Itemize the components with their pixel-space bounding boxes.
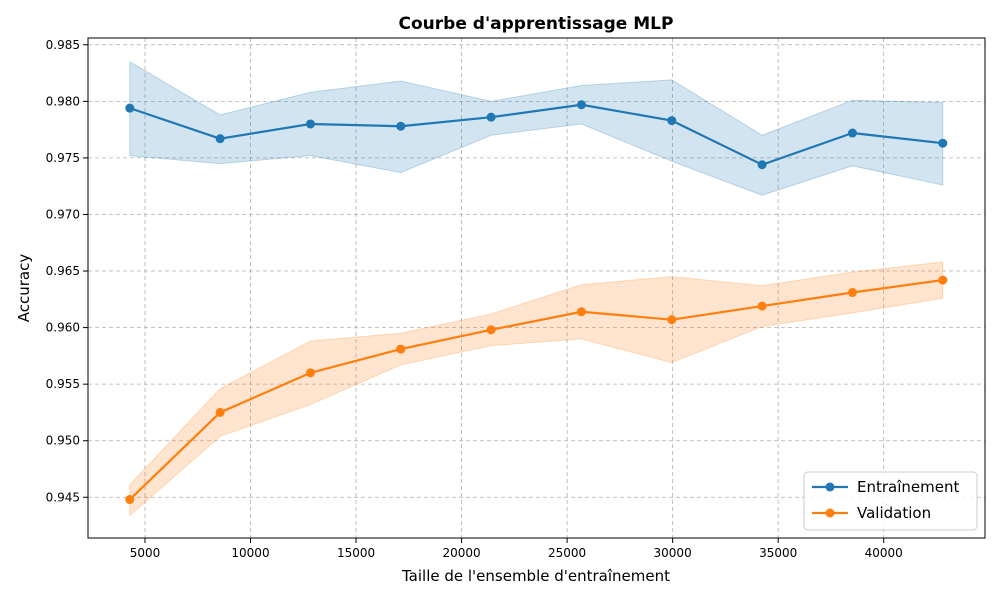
series-points [125,100,948,505]
data-point [667,315,677,325]
data-point [757,301,767,311]
data-point [305,368,315,378]
legend: Entraînement Validation [803,471,978,531]
confidence-band [129,261,944,517]
data-point [847,128,857,138]
data-point [125,495,135,505]
data-point [486,112,496,122]
data-point [576,307,586,317]
series-lines [129,103,943,501]
x-axis-label: Taille de l'ensemble d'entraînement [401,567,670,585]
y-axis-ticks: 0.945 0.950 0.955 0.960 0.965 0.970 0.975 0.980… [46,38,88,504]
data-point [215,407,225,417]
y-tick-label: 0.985 [46,38,80,52]
y-tick-label: 0.975 [46,151,80,165]
data-point [486,325,496,335]
series-line [129,278,943,501]
data-point [938,275,948,285]
x-tick-label: 25000 [548,546,586,560]
plot-area-frame [87,37,986,539]
x-axis-ticks: 5000 10000 15000 20000 25000 30000 35000 40000 [130,538,903,560]
y-tick-label: 0.965 [46,264,80,278]
x-tick-label: 40000 [865,546,903,560]
x-tick-label: 15000 [337,546,375,560]
x-tick-label: 5000 [130,546,161,560]
x-tick-label: 30000 [654,546,692,560]
legend-label-validation: Validation [857,504,931,522]
y-tick-label: 0.970 [46,207,80,221]
y-tick-label: 0.955 [46,377,80,391]
data-point [396,121,406,131]
y-axis-label: Accuracy [15,254,33,323]
data-point [757,160,767,170]
data-point [847,288,857,298]
confidence-band [129,60,944,196]
grid [88,38,985,538]
data-point [396,344,406,354]
y-tick-label: 0.980 [46,94,80,108]
x-tick-label: 35000 [759,546,797,560]
data-point [667,116,677,126]
legend-label-entrainement: Entraînement [857,478,959,496]
chart-title: Courbe d'apprentissage MLP [399,14,674,34]
series-line [129,103,943,166]
x-tick-label: 10000 [231,546,269,560]
y-tick-label: 0.960 [46,321,80,335]
confidence-bands [129,60,944,517]
data-point [125,103,135,113]
x-tick-label: 20000 [442,546,480,560]
data-point [576,100,586,110]
y-tick-label: 0.950 [46,434,80,448]
data-point [305,119,315,129]
data-point [938,138,948,148]
legend-swatch-marker [825,482,835,492]
y-tick-label: 0.945 [46,490,80,504]
data-point [215,134,225,144]
legend-swatch-marker [825,508,835,518]
